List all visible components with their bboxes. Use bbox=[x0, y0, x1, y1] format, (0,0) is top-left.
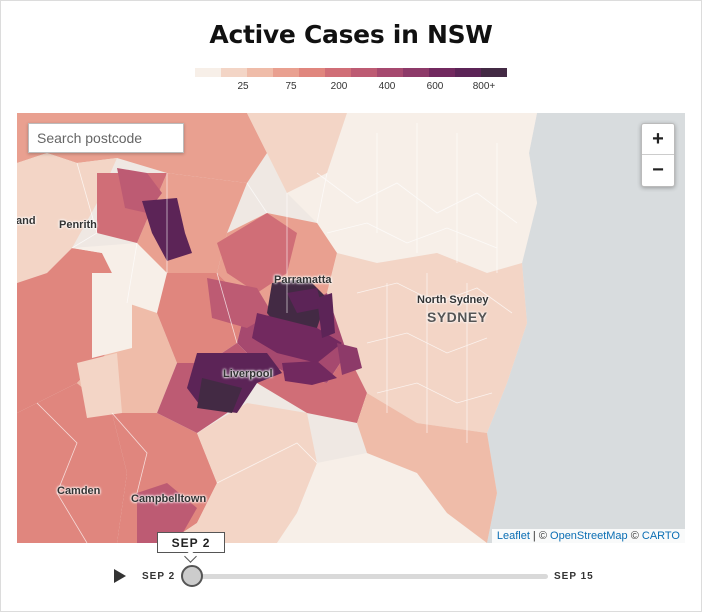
legend-label: 200 bbox=[330, 81, 348, 92]
legend-swatch bbox=[299, 68, 325, 77]
map-attribution: Leaflet | © OpenStreetMap © CARTO bbox=[491, 529, 685, 543]
zoom-control: + − bbox=[641, 123, 675, 187]
region[interactable] bbox=[92, 273, 132, 358]
region[interactable] bbox=[277, 453, 487, 543]
legend-swatch bbox=[429, 68, 455, 77]
region[interactable] bbox=[197, 378, 242, 413]
region[interactable] bbox=[167, 403, 317, 543]
map-label-penrith: Penrith bbox=[59, 219, 97, 231]
map-label-land: and bbox=[17, 215, 36, 227]
region[interactable] bbox=[247, 113, 347, 193]
openstreetmap-link[interactable]: OpenStreetMap bbox=[550, 530, 628, 542]
map-canvas[interactable] bbox=[17, 113, 685, 543]
zoom-out-button[interactable]: − bbox=[652, 159, 664, 181]
legend-swatch bbox=[455, 68, 481, 77]
timeline-handle[interactable] bbox=[181, 565, 203, 587]
region[interactable] bbox=[17, 153, 117, 283]
current-date-tooltip: SEP 2 bbox=[157, 532, 225, 553]
region[interactable] bbox=[337, 343, 362, 375]
timeline-slider: SEP 2 SEP 2 SEP 15 bbox=[0, 532, 702, 612]
region[interactable] bbox=[77, 353, 122, 418]
map-label-campbelltown: Campbelltown bbox=[131, 493, 207, 505]
choropleth-map[interactable]: + − and Penrith Parramatta North Sydney … bbox=[17, 113, 685, 543]
legend-swatch bbox=[195, 68, 221, 77]
color-legend: 25 75 200 400 600 800+ bbox=[195, 68, 507, 95]
legend-swatch bbox=[403, 68, 429, 77]
ocean-area bbox=[487, 113, 685, 543]
legend-label: 75 bbox=[285, 81, 297, 92]
region[interactable] bbox=[287, 113, 537, 273]
map-label-sydney: SYDNEY bbox=[427, 309, 488, 325]
region[interactable] bbox=[217, 213, 297, 293]
zoom-in-button[interactable]: + bbox=[642, 124, 674, 155]
timeline-track[interactable] bbox=[193, 574, 548, 579]
region[interactable] bbox=[282, 361, 337, 385]
timeline-end-label: SEP 15 bbox=[554, 571, 594, 582]
legend-swatch bbox=[377, 68, 403, 77]
legend-labels: 25 75 200 400 600 800+ bbox=[195, 81, 507, 95]
legend-swatch bbox=[481, 68, 507, 77]
region[interactable] bbox=[17, 383, 127, 543]
legend-color-bar bbox=[195, 68, 507, 77]
leaflet-link[interactable]: Leaflet bbox=[496, 530, 530, 542]
legend-swatch bbox=[247, 68, 273, 77]
search-postcode-input[interactable] bbox=[28, 123, 184, 153]
region[interactable] bbox=[287, 288, 322, 313]
region[interactable] bbox=[207, 278, 272, 328]
legend-swatch bbox=[351, 68, 377, 77]
attribution-separator: | © bbox=[529, 530, 551, 542]
legend-swatch bbox=[325, 68, 351, 77]
map-label-parramatta: Parramatta bbox=[274, 274, 332, 286]
region[interactable] bbox=[252, 313, 342, 363]
legend-label: 25 bbox=[237, 81, 249, 92]
play-icon[interactable] bbox=[114, 569, 126, 583]
legend-swatch bbox=[221, 68, 247, 77]
map-label-north-sydney: North Sydney bbox=[417, 294, 489, 306]
carto-link[interactable]: CARTO bbox=[641, 530, 680, 542]
region[interactable] bbox=[357, 393, 497, 543]
boundary-lines bbox=[36, 123, 518, 543]
page-title: Active Cases in NSW bbox=[209, 20, 493, 49]
region[interactable] bbox=[137, 483, 197, 543]
legend-label: 600 bbox=[426, 81, 444, 92]
region[interactable] bbox=[317, 293, 335, 338]
attribution-separator: © bbox=[627, 530, 642, 542]
legend-label: 800+ bbox=[472, 81, 496, 92]
timeline-start-label: SEP 2 bbox=[142, 571, 176, 582]
legend-swatch bbox=[273, 68, 299, 77]
legend-label: 400 bbox=[378, 81, 396, 92]
map-label-liverpool: Liverpool bbox=[223, 368, 273, 380]
map-label-camden: Camden bbox=[57, 485, 101, 497]
